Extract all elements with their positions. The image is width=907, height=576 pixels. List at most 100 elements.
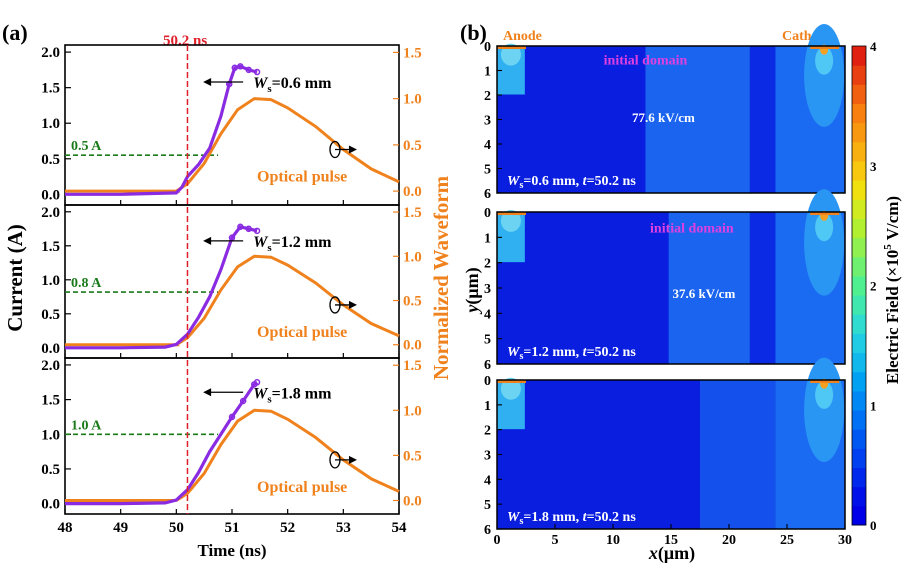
x-tick-label: 20 [722, 533, 736, 548]
current-point [245, 66, 252, 74]
colorbar-segment [852, 295, 866, 315]
y-right-tick-label: 0.0 [403, 338, 422, 354]
current-point [239, 397, 247, 405]
right-arrow-head [348, 455, 357, 464]
panel-b-xlabel-var: x [648, 543, 658, 563]
anode-electrode [497, 212, 526, 215]
y-left-tick-label: 0.0 [41, 497, 60, 513]
time-marker-label: 50.2 ns [163, 33, 207, 49]
colorbar-segment [852, 448, 866, 469]
cathode-hotspot [815, 380, 834, 409]
colorbar-label-main: Electric Field (×10 [883, 250, 902, 384]
ws-time-label: Ws=0.6 mm, t=50.2 ns [507, 174, 636, 191]
colorbar-label: Electric Field (×105 V/cm) [882, 196, 902, 384]
x-tick-label: 5 [552, 533, 559, 548]
colorbar-tick-label: 4 [870, 39, 877, 54]
y-tick-label: 0 [484, 206, 491, 221]
current-line [65, 380, 259, 506]
y-tick-label: 3 [484, 449, 491, 464]
left-arrow-head [203, 388, 212, 397]
colorbar-segment [852, 371, 866, 392]
initial-domain-region [645, 46, 750, 193]
colorbar-segment [852, 160, 866, 181]
colorbar-segment [852, 84, 866, 104]
current-point [237, 223, 244, 231]
current-point [253, 227, 261, 235]
y-left-tick-label: 2.0 [41, 45, 60, 61]
current-point [228, 234, 236, 241]
y-left-tick-label: 0.5 [41, 462, 60, 478]
colorbar-label-unit: V/cm) [883, 196, 902, 244]
colorbar-segment [852, 237, 866, 258]
y-right-tick-label: 0.5 [403, 448, 422, 464]
y-tick-label: 4 [484, 473, 491, 488]
y-tick-label: 2 [484, 257, 491, 272]
current-point [231, 64, 239, 72]
current-point [253, 379, 261, 386]
x-tick-label: 54 [392, 520, 408, 536]
colorbar-segment [852, 46, 866, 66]
colorbar-segment [852, 429, 866, 449]
colorbar-segment [852, 122, 866, 143]
field-subplot-3: 0 1 2 3 4 5 6 Ws=1.8 mm, t=50.2 ns [484, 357, 846, 538]
anode-hotspot [500, 209, 521, 232]
colorbar-tick-label: 0 [870, 518, 877, 533]
field-value-label: 37.6 kV/cm [672, 286, 735, 301]
plot-frame [64, 204, 400, 359]
colorbar-frame [851, 45, 867, 526]
colorbar-tick-label: 3 [870, 159, 877, 174]
panel-b-ylabel: y(μm) [462, 267, 483, 314]
y-right-tick-label: 1.0 [403, 249, 422, 265]
y-left-tick-label: 0.0 [41, 341, 60, 357]
colorbar-segment [852, 218, 866, 239]
cathode-electrode [810, 380, 840, 383]
y-tick-label: 0 [484, 40, 491, 55]
ws-time-label: Ws=1.8 mm, t=50.2 ns [507, 510, 636, 527]
y-tick-label: 6 [484, 523, 491, 538]
panel-b-xlabel-unit: (μm) [658, 543, 695, 564]
anode-hotspot [500, 43, 521, 66]
colorbar-segment [852, 180, 866, 200]
optical-pulse-line [65, 97, 400, 193]
domain-label: initial domain [604, 53, 688, 68]
current-line [65, 64, 258, 196]
colorbar-segment [852, 65, 866, 85]
colorbar-label-exp: 5 [882, 244, 894, 250]
colorbar-segment [852, 352, 866, 373]
y-tick-label: 1 [484, 231, 491, 246]
colorbar-segment [852, 256, 866, 277]
panel-b-label: (b) [460, 20, 487, 45]
y-left-tick-label: 1.5 [41, 393, 60, 409]
colorbar-segment [852, 486, 866, 507]
cathode-gradient [804, 189, 845, 296]
y-tick-label: 5 [484, 163, 491, 178]
y-left-tick-label: 2.0 [41, 358, 60, 374]
y-left-tick-label: 1.5 [41, 81, 60, 97]
cathode-hotspot [815, 46, 834, 75]
panel-a-ylabel-left: Current (A) [3, 224, 27, 332]
field-subplot-1: 0 1 2 3 4 5 6 initial domain 77.6 kV/cm Ws=0.6 mm… [484, 23, 846, 202]
current-point [245, 225, 252, 233]
field-value-label: 77.6 kV/cm [632, 110, 695, 125]
cathode-electrode [810, 212, 840, 215]
x-tick-label: 53 [336, 520, 351, 536]
y-right-tick-label: 0.0 [403, 493, 422, 509]
x-tick-label: 30 [838, 533, 852, 548]
colorbar-segment [852, 141, 866, 162]
y-tick-label: 5 [484, 498, 491, 513]
y-tick-label: 5 [484, 333, 491, 348]
y-tick-label: 4 [484, 307, 491, 322]
colorbar-segment [852, 505, 866, 526]
y-right-tick-label: 1.0 [403, 92, 422, 108]
x-tick-label: 50 [169, 520, 184, 536]
y-tick-label: 4 [484, 138, 491, 153]
low-field-region [749, 212, 776, 364]
y-left-tick-label: 1.0 [41, 116, 60, 132]
anode-electrode [497, 380, 526, 383]
panel-a-label: (a) [2, 20, 28, 45]
domain-label: initial domain [650, 221, 734, 236]
x-tick-label: 52 [280, 520, 295, 536]
optical-pulse-line [65, 254, 400, 347]
x-tick-label: 0 [494, 533, 501, 548]
